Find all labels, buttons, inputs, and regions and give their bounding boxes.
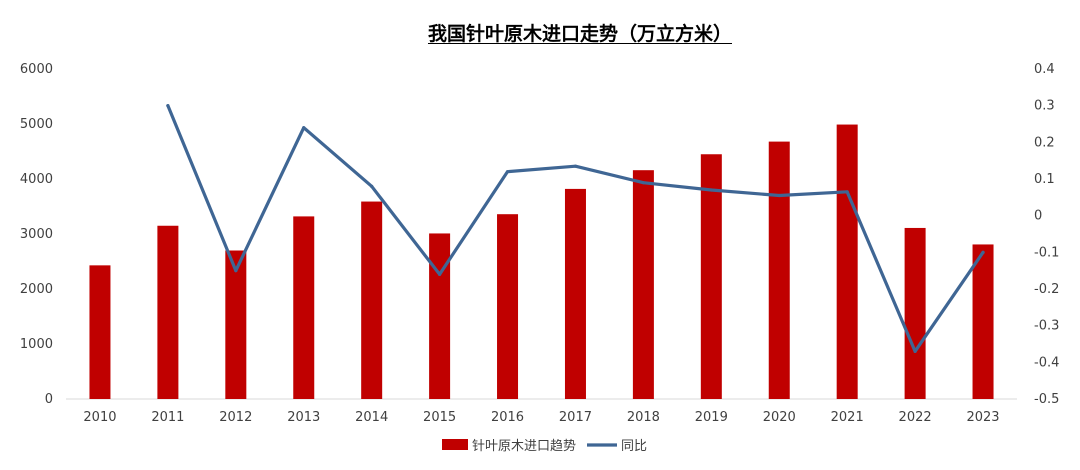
right-y-tick-label: -0.1	[1034, 245, 1059, 260]
x-tick-label: 2020	[763, 410, 796, 425]
x-tick-label: 2013	[287, 410, 320, 425]
left-y-tick-label: 6000	[20, 62, 53, 77]
left-y-tick-label: 4000	[20, 172, 53, 187]
bar	[564, 188, 586, 399]
x-tick-label: 2023	[966, 410, 999, 425]
left-y-tick-label: 2000	[20, 282, 53, 297]
left-y-tick-label: 3000	[20, 227, 53, 242]
right-y-tick-label: -0.4	[1034, 355, 1059, 370]
bar	[972, 244, 994, 399]
bar	[89, 265, 111, 399]
bar	[497, 214, 519, 399]
right-y-tick-label: -0.5	[1034, 392, 1059, 407]
bar	[768, 141, 790, 399]
line-point	[981, 250, 985, 254]
bar	[429, 233, 451, 399]
left-y-axis: 0 1000 2000 3000 4000 5000 6000	[20, 62, 53, 407]
x-tick-label: 2010	[83, 410, 116, 425]
right-y-tick-label: 0.3	[1034, 99, 1055, 114]
right-y-tick-label: 0.4	[1034, 62, 1055, 77]
chart-title: 我国针叶原木进口走势（万立方米）	[427, 23, 732, 45]
right-y-tick-label: 0.1	[1034, 172, 1055, 187]
legend-line-label: 同比	[621, 439, 647, 454]
line-point	[777, 193, 781, 198]
bar	[700, 154, 722, 399]
line-point	[641, 181, 645, 185]
x-tick-label: 2021	[831, 410, 864, 425]
line-point	[573, 164, 578, 168]
bar	[632, 170, 654, 399]
legend: 针叶原木进口趋势 同比	[442, 438, 647, 454]
x-tick-label: 2022	[899, 410, 932, 425]
right-y-tick-label: -0.3	[1034, 319, 1059, 334]
bar	[157, 225, 179, 399]
right-y-tick-label: 0.2	[1034, 135, 1055, 150]
right-y-tick-label: 0	[1034, 209, 1042, 224]
legend-bar-swatch	[442, 439, 468, 450]
line-point	[709, 188, 713, 192]
left-y-tick-label: 5000	[20, 117, 53, 132]
x-tick-label: 2016	[491, 410, 524, 425]
bar	[904, 227, 926, 399]
bar-series	[89, 124, 994, 400]
line-point	[234, 269, 238, 273]
line-point	[302, 126, 306, 130]
x-tick-label: 2018	[627, 410, 660, 425]
left-y-tick-label: 1000	[20, 337, 53, 352]
x-tick-label: 2015	[423, 410, 456, 425]
right-y-tick-label: -0.2	[1034, 282, 1059, 297]
line-point	[370, 184, 374, 188]
bar	[361, 201, 383, 399]
legend-bar-label: 针叶原木进口趋势	[472, 438, 576, 454]
x-axis: 2010 2011 2012 2013 2014 2015 2016 2017 2018 2019…	[66, 398, 1017, 425]
x-tick-label: 2011	[151, 410, 184, 425]
line-point	[505, 170, 510, 174]
x-tick-label: 2019	[695, 410, 728, 425]
line-point	[845, 190, 849, 194]
left-y-tick-label: 0	[45, 392, 53, 407]
bar	[225, 250, 247, 399]
x-tick-label: 2012	[219, 410, 252, 425]
bar	[293, 216, 315, 399]
line-point	[913, 349, 917, 353]
x-tick-label: 2014	[355, 410, 388, 425]
line-series	[166, 104, 985, 353]
right-y-axis: -0.5 -0.4 -0.3 -0.2 -0.1 0 0.1 0.2 0.3 0.4	[1034, 62, 1059, 407]
line-point	[438, 272, 442, 276]
line-point	[166, 104, 170, 108]
x-tick-label: 2017	[559, 410, 592, 425]
bar	[836, 124, 858, 400]
